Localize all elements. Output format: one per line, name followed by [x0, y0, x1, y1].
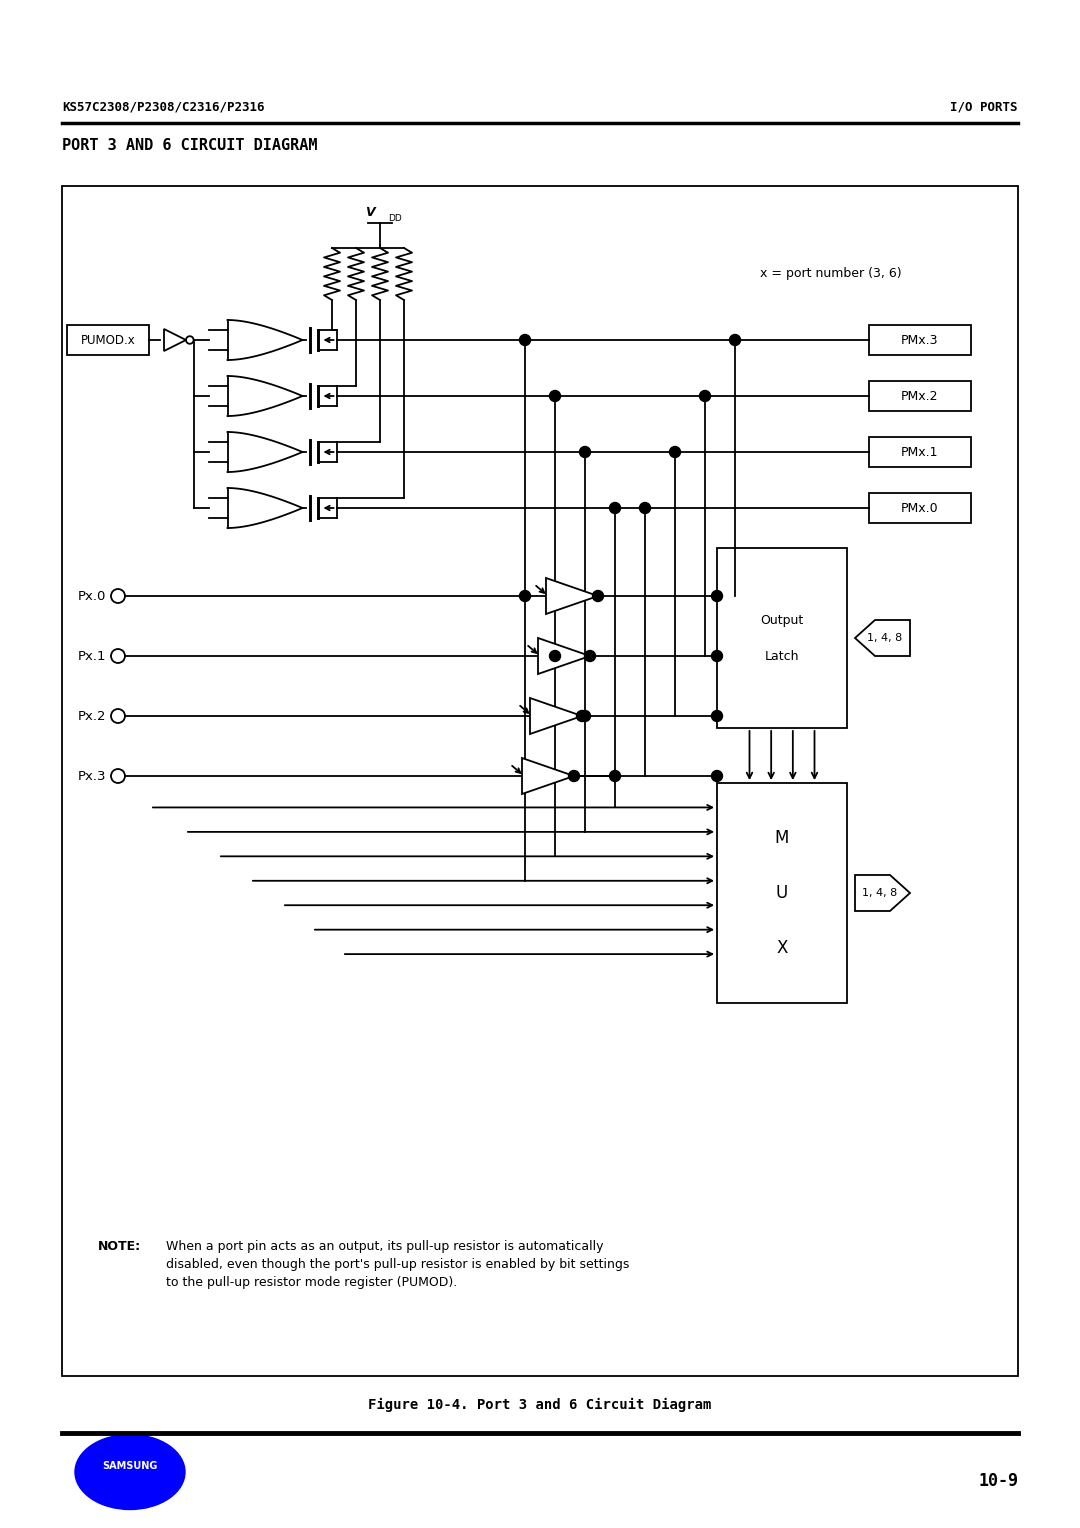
- Text: PMx.3: PMx.3: [901, 333, 939, 347]
- Bar: [717, 549, 847, 727]
- Circle shape: [609, 770, 621, 781]
- Text: Px.3: Px.3: [78, 770, 106, 782]
- Text: SAMSUNG: SAMSUNG: [103, 1461, 158, 1471]
- Polygon shape: [546, 578, 598, 614]
- Bar: [869, 437, 971, 468]
- Bar: [869, 325, 971, 354]
- Bar: [62, 186, 1018, 1377]
- Polygon shape: [164, 329, 186, 351]
- Bar: [869, 494, 971, 523]
- Text: KS57C2308/P2308/C2316/P2316: KS57C2308/P2308/C2316/P2316: [62, 99, 265, 113]
- Text: Px.0: Px.0: [78, 590, 106, 602]
- Text: Latch: Latch: [765, 649, 799, 663]
- Circle shape: [729, 335, 741, 345]
- Circle shape: [593, 590, 604, 602]
- Text: M: M: [774, 830, 789, 847]
- Circle shape: [580, 711, 591, 721]
- Text: U: U: [775, 885, 788, 902]
- Text: Px.2: Px.2: [78, 709, 106, 723]
- Circle shape: [519, 335, 530, 345]
- Text: NOTE:: NOTE:: [98, 1241, 141, 1253]
- Circle shape: [580, 446, 591, 457]
- Text: PORT 3 AND 6 CIRCUIT DIAGRAM: PORT 3 AND 6 CIRCUIT DIAGRAM: [62, 138, 318, 153]
- Circle shape: [577, 711, 588, 721]
- Text: 10-9: 10-9: [978, 1471, 1018, 1490]
- Text: X: X: [777, 940, 787, 957]
- Text: x = port number (3, 6): x = port number (3, 6): [760, 266, 902, 280]
- Text: Output: Output: [760, 614, 804, 626]
- Circle shape: [550, 651, 561, 662]
- Text: Figure 10-4. Port 3 and 6 Circuit Diagram: Figure 10-4. Port 3 and 6 Circuit Diagra…: [368, 1398, 712, 1412]
- Ellipse shape: [75, 1435, 185, 1510]
- Polygon shape: [855, 876, 910, 911]
- Text: Px.1: Px.1: [78, 649, 106, 663]
- Polygon shape: [855, 620, 910, 656]
- Text: PMx.2: PMx.2: [901, 390, 939, 402]
- Polygon shape: [522, 758, 573, 795]
- Circle shape: [712, 590, 723, 602]
- Circle shape: [712, 651, 723, 662]
- Circle shape: [700, 391, 711, 402]
- Polygon shape: [538, 639, 590, 674]
- Text: 1, 4, 8: 1, 4, 8: [867, 633, 903, 643]
- Circle shape: [519, 590, 530, 602]
- Circle shape: [550, 391, 561, 402]
- Bar: [67, 325, 149, 354]
- Text: PMx.0: PMx.0: [901, 501, 939, 515]
- Text: I/O PORTS: I/O PORTS: [950, 99, 1018, 113]
- Bar: [717, 782, 847, 1002]
- Text: When a port pin acts as an output, its pull-up resistor is automatically
disable: When a port pin acts as an output, its p…: [166, 1241, 630, 1290]
- Text: 1, 4, 8: 1, 4, 8: [862, 888, 897, 898]
- Circle shape: [584, 651, 595, 662]
- Circle shape: [568, 770, 580, 781]
- Text: ELECTRONICS: ELECTRONICS: [95, 1494, 165, 1504]
- Circle shape: [670, 446, 680, 457]
- Circle shape: [639, 503, 650, 513]
- Polygon shape: [530, 698, 582, 733]
- Text: V: V: [365, 206, 375, 219]
- Bar: [869, 380, 971, 411]
- Circle shape: [712, 770, 723, 781]
- Text: DD: DD: [388, 214, 402, 223]
- Text: PUMOD.x: PUMOD.x: [81, 333, 135, 347]
- Text: PMx.1: PMx.1: [901, 446, 939, 458]
- Circle shape: [712, 711, 723, 721]
- Circle shape: [609, 503, 621, 513]
